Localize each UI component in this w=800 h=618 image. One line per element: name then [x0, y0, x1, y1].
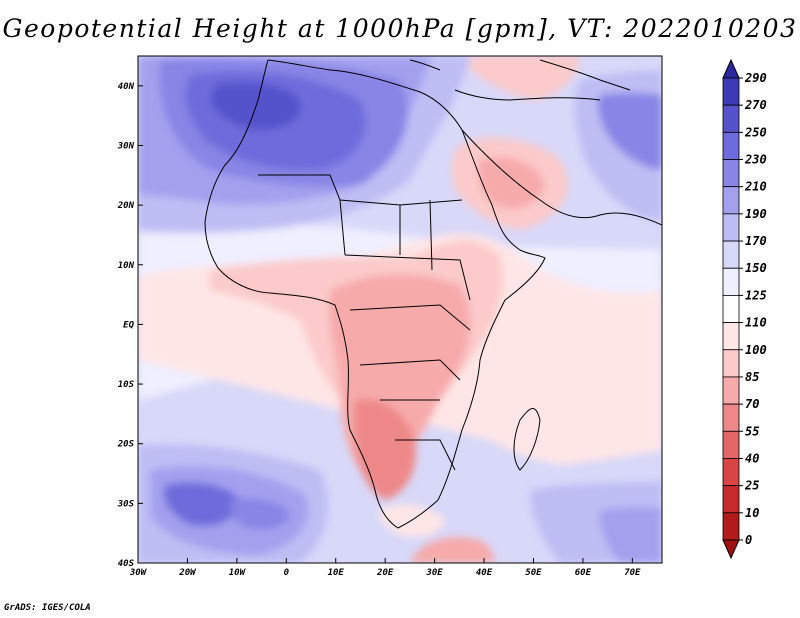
x-tick-label: 10E — [328, 568, 345, 578]
colorbar-label: 110 — [745, 316, 767, 330]
colorbar-box — [722, 512, 740, 541]
y-tick-label: 20S — [117, 440, 135, 450]
colorbar-label: 0 — [745, 533, 752, 547]
colorbar-box — [722, 376, 740, 405]
colorbar-box — [722, 267, 740, 296]
colorbar-label: 55 — [745, 424, 759, 438]
x-tick-label: 70E — [624, 568, 641, 578]
colorbar-box — [722, 430, 740, 459]
colorbar-box — [722, 240, 740, 269]
x-tick-label: 30W — [129, 568, 148, 578]
colorbar-label: 270 — [744, 98, 767, 112]
colorbar-arrow-bottom — [722, 539, 740, 560]
colorbar-label: 100 — [745, 343, 767, 357]
colorbar-label: 150 — [745, 261, 767, 275]
colorbar-label: 210 — [744, 180, 767, 194]
colorbar-label: 170 — [745, 234, 767, 248]
y-tick-label: 40S — [118, 559, 135, 569]
x-tick-label: 50E — [525, 568, 542, 578]
colorbar-label: 25 — [744, 479, 759, 493]
colorbar-box — [722, 485, 740, 514]
colorbar-label: 230 — [744, 153, 767, 167]
colorbar-box — [722, 295, 740, 323]
x-tick-label: 0 — [284, 568, 290, 578]
x-tick-label: 10W — [229, 568, 247, 578]
y-tick-label: EQ — [123, 320, 134, 330]
colorbar-label: 190 — [745, 207, 767, 221]
colorbar-label: 40 — [745, 451, 759, 465]
colorbar-arrow-top — [722, 58, 740, 79]
x-tick-label: 30E — [425, 568, 443, 578]
y-tick-label: 30S — [117, 499, 135, 509]
y-tick-label: 40N — [118, 82, 135, 92]
y-tick-label: 20N — [117, 201, 135, 211]
y-tick-label: 10N — [118, 261, 135, 271]
colorbar-box — [722, 403, 740, 432]
plot-area — [138, 56, 662, 563]
axis-ticks: 30W 20W 10W 0 10E 20E 30E 40E 50E 60E 70E 40N 30N 20N… — [117, 82, 641, 578]
colorbar-label: 85 — [745, 370, 759, 384]
colorbar-label: 125 — [745, 288, 767, 302]
plot-frame — [137, 55, 663, 564]
colorbar-label: 10 — [745, 506, 759, 520]
colorbar-box — [722, 77, 740, 106]
colorbar: 2902702502302101901701501251101008570554… — [722, 58, 767, 560]
colorbar-box — [722, 159, 740, 188]
colorbar-box — [722, 349, 740, 378]
x-tick-label: 40E — [476, 568, 493, 578]
colorbar-label: 70 — [745, 397, 759, 411]
x-tick-label: 20W — [178, 568, 197, 578]
colorbar-box — [722, 104, 740, 133]
height-field — [138, 56, 662, 563]
y-tick-label: 10S — [118, 380, 135, 390]
colorbar-label: 250 — [744, 125, 767, 139]
grads-credit: GrADS: IGES/COLA — [4, 603, 91, 613]
colorbar-label: 290 — [744, 71, 767, 85]
y-tick-label: 30N — [117, 141, 135, 151]
colorbar-box — [722, 213, 740, 242]
x-tick-label: 20E — [376, 568, 394, 578]
map-title: Geopotential Height at 1000hPa [gpm], VT… — [2, 14, 798, 43]
colorbar-box — [722, 186, 740, 215]
colorbar-box — [722, 458, 740, 487]
coastlines — [204, 59, 662, 529]
x-tick-label: 60E — [575, 568, 592, 578]
colorbar-box — [722, 131, 740, 160]
colorbar-box — [722, 322, 740, 351]
